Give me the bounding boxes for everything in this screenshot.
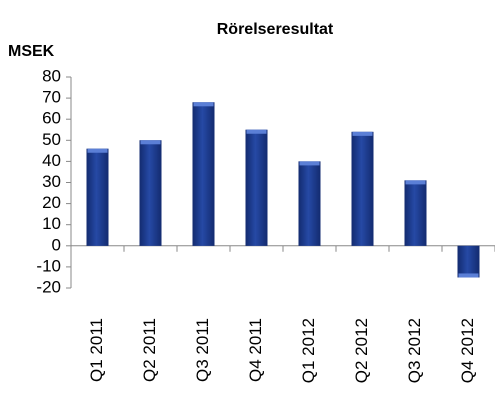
bar-shade <box>192 102 215 246</box>
y-tick-label: 60 <box>42 109 61 128</box>
bar-cap <box>299 161 320 166</box>
y-tick-label: 50 <box>42 130 61 149</box>
bar-shade <box>298 161 321 246</box>
x-tick-label: Q2 2011 <box>140 318 159 382</box>
bar-shade <box>351 131 374 246</box>
y-tick-label: 80 <box>42 66 61 85</box>
bar-shade <box>404 180 427 246</box>
bar-cap <box>246 129 267 134</box>
y-tick-label: -10 <box>36 256 61 275</box>
y-axis-label: MSEK <box>8 43 55 60</box>
bar-cap <box>140 140 161 145</box>
y-tick-label: 70 <box>42 88 61 107</box>
x-tick-label: Q1 2012 <box>299 318 318 383</box>
y-tick-label: 0 <box>52 235 61 254</box>
y-tick-label: -20 <box>36 277 61 296</box>
x-tick-label: Q4 2011 <box>246 318 265 382</box>
bar-cap <box>87 148 108 153</box>
y-tick-label: 20 <box>42 193 61 212</box>
x-tick-label: Q2 2012 <box>352 318 371 383</box>
bar-cap <box>458 273 479 278</box>
bar-shade <box>86 148 109 246</box>
bar-cap <box>193 102 214 107</box>
y-tick-label: 30 <box>42 172 61 191</box>
x-tick-label: Q3 2011 <box>193 318 212 382</box>
x-tick-label: Q1 2011 <box>87 318 106 382</box>
bar-shade <box>245 129 268 246</box>
x-tick-label: Q3 2012 <box>405 318 424 383</box>
bar-cap <box>352 131 373 136</box>
bar-shade <box>457 245 480 278</box>
x-tick-label: Q4 2012 <box>458 318 477 383</box>
chart-title: Rörelseresultat <box>217 21 334 38</box>
y-tick-label: 40 <box>42 151 61 170</box>
y-tick-label: 10 <box>42 214 61 233</box>
bar-cap <box>405 180 426 185</box>
bar-shade <box>139 140 162 246</box>
